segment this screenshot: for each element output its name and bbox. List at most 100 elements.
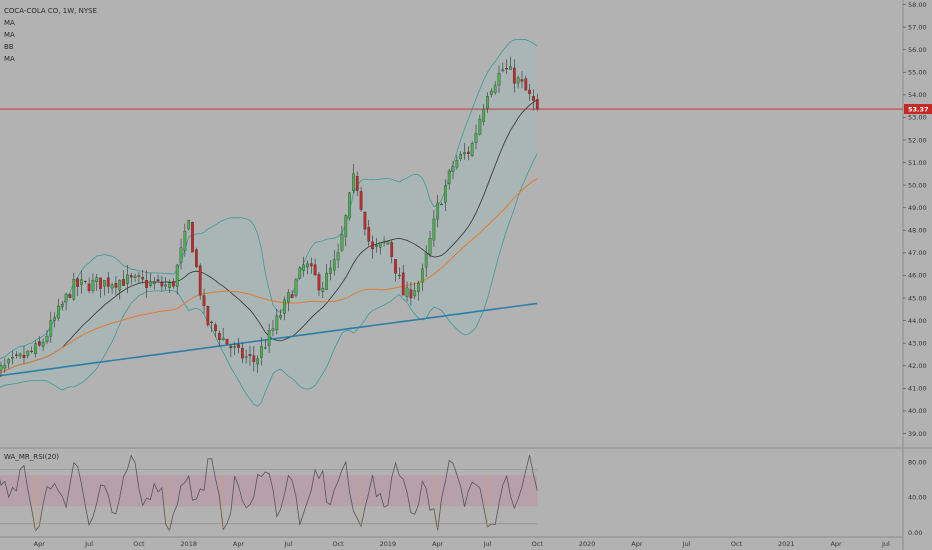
candle (375, 238, 378, 253)
candle-body (95, 277, 99, 282)
candle (122, 270, 125, 286)
y-tick-label: 43.00 (908, 339, 927, 347)
candle-body (110, 284, 114, 289)
candle (214, 322, 217, 337)
candle (505, 59, 509, 75)
y-tick-label: 56.00 (908, 46, 927, 54)
candle (436, 194, 440, 228)
candle-body (114, 283, 118, 288)
candle (355, 171, 359, 197)
candle (72, 272, 76, 301)
ma-20-line (0, 99, 538, 374)
candle (486, 92, 489, 113)
candle (394, 259, 397, 282)
candle-body (306, 263, 309, 268)
candle (240, 343, 244, 364)
candle-body (493, 85, 497, 93)
candle (152, 277, 156, 290)
candle (183, 223, 187, 257)
candle (313, 258, 317, 277)
x-tick-label: 2018 (180, 540, 197, 548)
y-tick-label: 53.00 (908, 114, 927, 122)
y-tick-label: 40.00 (908, 407, 927, 415)
candle-body (57, 305, 60, 319)
candle-body (137, 275, 141, 277)
candle-body (505, 68, 509, 70)
candle-body (68, 294, 72, 298)
indicator-label: WA_MR_RSI(20) (4, 453, 59, 461)
candle (528, 83, 531, 101)
x-tick-label: Apr (631, 540, 643, 548)
candle-body (371, 241, 374, 250)
candle (114, 276, 118, 295)
candle-body (106, 277, 110, 287)
candle-body (248, 354, 252, 356)
candle (260, 337, 263, 366)
candle-body (244, 356, 248, 358)
candle-body (344, 215, 348, 237)
candle (520, 71, 524, 89)
y-tick-label: 45.00 (908, 294, 927, 302)
candle-body (206, 306, 210, 325)
candle (405, 281, 409, 302)
candle (463, 142, 466, 160)
candle-body (64, 293, 68, 303)
candle (367, 219, 371, 247)
candle (206, 305, 210, 328)
candle-body (520, 79, 524, 82)
candle-body (210, 321, 214, 323)
candle (321, 281, 325, 298)
candle-body (14, 354, 18, 356)
candle-body (49, 320, 53, 337)
candle (512, 59, 516, 93)
candle-body (195, 249, 198, 267)
candle (202, 288, 206, 314)
candle (175, 264, 179, 295)
candle-body (126, 274, 129, 284)
candle (76, 277, 79, 297)
candle-body (149, 281, 152, 286)
candle (256, 355, 260, 373)
candle (156, 274, 160, 283)
candle-body (535, 99, 539, 110)
candle (417, 280, 420, 301)
candle (501, 62, 505, 73)
x-tick-label: Apr (432, 540, 444, 548)
candle-body (367, 227, 371, 242)
candle-body (386, 241, 390, 245)
x-tick-label: 2019 (380, 540, 397, 548)
candle (118, 279, 122, 300)
candle (244, 349, 248, 364)
x-tick-label: Apr (34, 540, 46, 548)
candle-body (355, 176, 359, 191)
candle-body (512, 67, 516, 84)
candle-body (516, 77, 520, 84)
indicator-tick-label: 40.00 (908, 494, 927, 502)
candle (493, 81, 497, 95)
y-tick-label: 39.00 (908, 430, 927, 438)
candle-body (528, 89, 531, 94)
candle (298, 266, 302, 280)
candle-body (348, 192, 351, 219)
candle (509, 56, 512, 70)
candle (237, 337, 240, 354)
candle-body (455, 160, 459, 168)
candle (329, 260, 332, 281)
candle-body (18, 353, 22, 357)
candle (126, 264, 129, 294)
candle (229, 343, 233, 358)
candle-body (172, 281, 175, 287)
y-tick-label: 46.00 (908, 272, 927, 280)
candle-body (478, 118, 482, 135)
candle (3, 358, 7, 373)
candle-body (401, 272, 405, 296)
candle-body (179, 247, 183, 263)
candle (49, 311, 53, 343)
y-tick-label: 51.00 (908, 159, 927, 167)
candle-body (298, 267, 302, 279)
study-ma-3: MA (4, 55, 15, 63)
candle-body (466, 151, 470, 154)
y-tick-label: 54.00 (908, 91, 927, 99)
candle-body (187, 220, 191, 230)
